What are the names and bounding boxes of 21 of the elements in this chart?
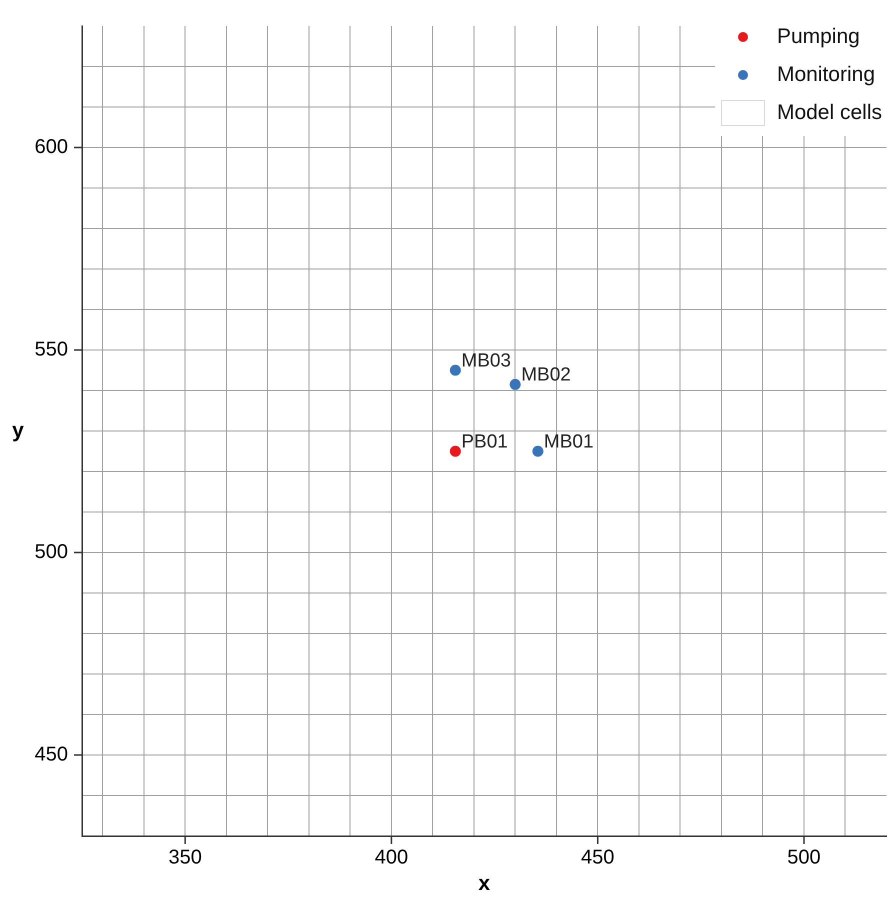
y-tick-label: 500 [34, 541, 68, 564]
x-tick-label: 450 [581, 846, 614, 869]
annotation: MB01 [544, 431, 594, 452]
point [532, 446, 544, 457]
x-axis-title: x [478, 872, 490, 895]
annotation: MB02 [521, 364, 571, 386]
y-tick-label: 600 [34, 136, 68, 158]
y-tick-label: 450 [34, 744, 68, 766]
point [450, 446, 461, 457]
annotation: MB03 [461, 350, 512, 372]
legend-label: Model cells [776, 101, 882, 125]
x-tick-label: 500 [787, 846, 821, 869]
legend-label: Monitoring [776, 63, 876, 87]
legend-label: Pumping [776, 25, 860, 49]
x-tick-label: 400 [374, 846, 408, 869]
y-tick-label: 550 [34, 338, 68, 361]
point [510, 378, 521, 390]
x-tick-label: 350 [168, 846, 202, 869]
annotation: PB01 [461, 431, 508, 452]
point [450, 364, 461, 376]
y-axis-title: y [12, 418, 24, 442]
